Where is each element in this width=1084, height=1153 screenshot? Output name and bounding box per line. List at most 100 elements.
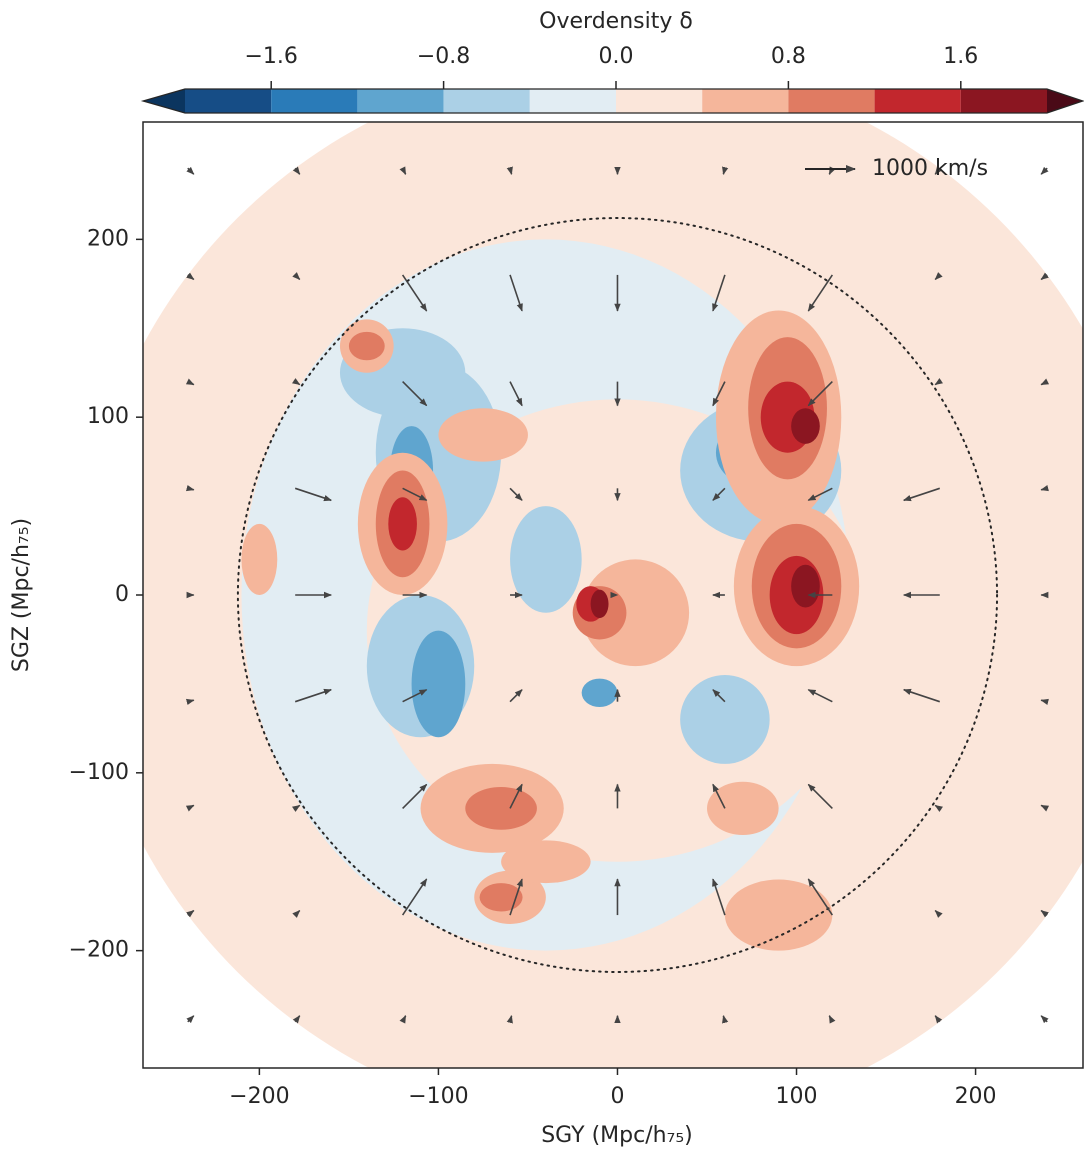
y-tick-label: −200: [69, 938, 129, 963]
velocity-arrow: [509, 783, 523, 809]
velocity-arrow: [1040, 804, 1050, 812]
density-region: [791, 564, 820, 608]
velocity-arrow: [402, 783, 428, 809]
density-region: [438, 408, 528, 462]
survey-circle: [236, 217, 999, 973]
velocity-arrow: [807, 274, 833, 312]
velocity-arrow: [292, 910, 301, 918]
velocity-arrow: [807, 381, 833, 407]
velocity-arrow: [1040, 378, 1050, 386]
velocity-arrow: [401, 274, 428, 312]
density-region: [479, 883, 523, 912]
density-region: [791, 408, 820, 444]
velocity-arrow: [402, 487, 428, 502]
velocity-arrow: [934, 272, 943, 280]
colorbar-frame: [140, 88, 1084, 114]
velocity-arrow: [903, 487, 941, 502]
y-tick-label: 200: [87, 226, 129, 251]
density-region: [241, 523, 278, 595]
velocity-arrow: [509, 689, 523, 703]
velocity-arrow: [185, 804, 195, 812]
velocity-arrow: [712, 274, 726, 312]
velocity-arrow: [186, 1015, 195, 1024]
velocity-arrow: [934, 804, 944, 813]
velocity-arrow: [712, 381, 726, 407]
velocity-arrow: [292, 1015, 301, 1024]
density-region: [510, 506, 582, 613]
velocity-arrow: [934, 910, 943, 918]
velocity-arrow: [401, 878, 428, 916]
velocity-arrow: [1040, 272, 1049, 281]
velocity-arrow: [186, 272, 195, 281]
x-tick-label: 0: [610, 1084, 624, 1109]
velocity-arrow: [399, 1015, 407, 1024]
velocity-arrow: [291, 377, 301, 386]
colorbar-segment: [960, 89, 1047, 113]
velocity-arrow: [186, 484, 195, 492]
velocity-arrow: [185, 378, 195, 386]
velocity-arrow: [1040, 166, 1049, 175]
y-axis-label: SGZ (Mpc/h₇₅): [9, 518, 34, 672]
colorbar-extend-high: [1047, 89, 1083, 113]
velocity-arrow: [509, 878, 523, 916]
velocity-arrow: [509, 381, 523, 407]
velocity-arrow: [402, 381, 428, 407]
y-tick-label: 100: [87, 404, 129, 429]
velocity-arrow: [722, 166, 729, 176]
density-region: [348, 331, 385, 361]
density-region: [581, 678, 618, 708]
colorbar-extend-low: [143, 89, 185, 113]
velocity-arrow: [712, 878, 726, 916]
velocity-arrow: [506, 1014, 513, 1024]
x-tick-label: −200: [229, 1084, 289, 1109]
velocity-arrow: [186, 698, 195, 706]
y-tick-label: 0: [115, 582, 129, 607]
y-tick-label: −100: [69, 760, 129, 785]
quiver-key-label: 1000 km/s: [872, 156, 988, 181]
density-region: [724, 879, 833, 951]
velocity-arrow: [934, 377, 944, 386]
colorbar-tick-label: −0.8: [417, 44, 470, 69]
velocity-arrow: [712, 783, 726, 809]
plot-area: [143, 122, 1083, 1068]
velocity-arrow: [1040, 909, 1049, 918]
velocity-arrow: [807, 783, 833, 809]
velocity-arrow: [807, 487, 833, 502]
velocity-arrow: [722, 1014, 729, 1024]
colorbar-segment: [443, 89, 530, 113]
velocity-arrow: [903, 688, 941, 703]
density-region: [501, 840, 591, 884]
colorbar-label: Overdensity δ: [539, 9, 693, 34]
velocity-arrow: [292, 166, 301, 175]
density-region: [465, 787, 537, 830]
velocity-arrow: [1040, 698, 1049, 706]
velocity-arrow: [506, 166, 513, 176]
x-tick-label: 200: [955, 1084, 997, 1109]
colorbar-tick-label: 0.8: [771, 44, 806, 69]
colorbar-tick-label: 1.6: [943, 44, 978, 69]
colorbar-segment: [788, 89, 875, 113]
velocity-arrow: [399, 166, 407, 175]
velocity-arrow: [712, 689, 726, 703]
colorbar-tick-label: −1.6: [244, 44, 297, 69]
colorbar-segment: [271, 89, 358, 113]
density-region: [680, 675, 770, 764]
velocity-arrow: [934, 166, 943, 175]
velocity-arrow: [934, 1015, 943, 1024]
velocity-arrow: [807, 688, 833, 703]
velocity-arrow: [828, 1015, 836, 1024]
density-region: [388, 497, 417, 551]
velocity-arrow: [186, 909, 195, 918]
density-region: [707, 781, 779, 836]
velocity-arrow: [294, 487, 332, 502]
velocity-arrow: [509, 487, 523, 501]
colorbar-segment: [185, 89, 272, 113]
x-tick-label: 100: [776, 1084, 818, 1109]
colorbar-tick-label: 0.0: [599, 44, 634, 69]
x-tick-label: −100: [408, 1084, 468, 1109]
velocity-arrow: [292, 272, 301, 280]
density-region: [581, 559, 690, 667]
density-region: [411, 630, 466, 738]
velocity-arrow: [291, 804, 301, 813]
